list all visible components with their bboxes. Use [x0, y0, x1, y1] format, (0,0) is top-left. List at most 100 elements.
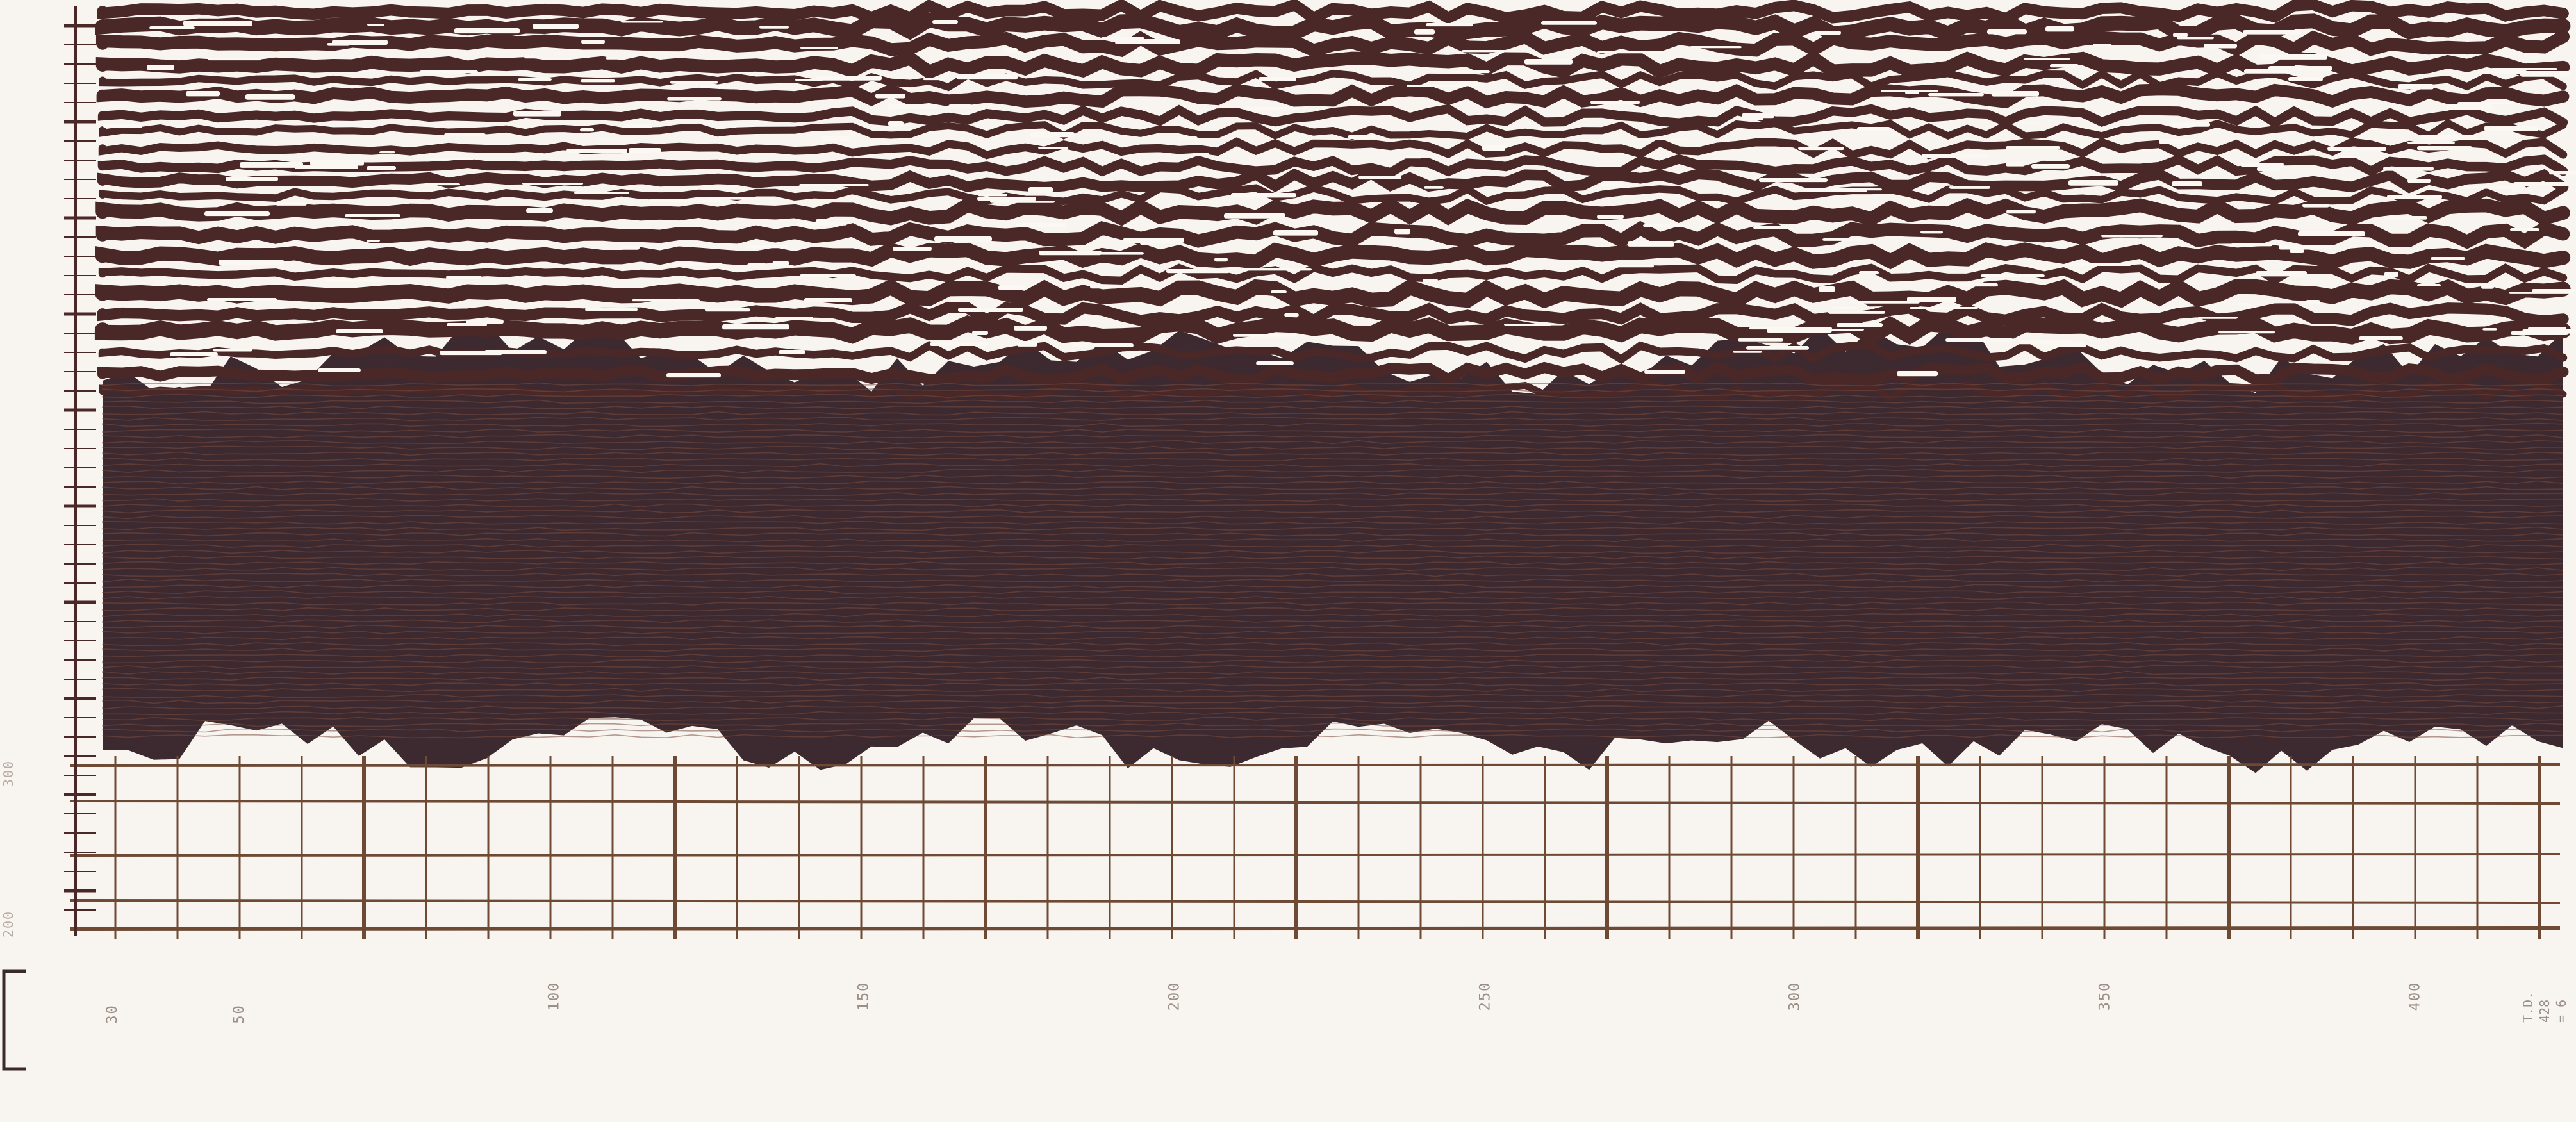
paper-gap [1414, 29, 1435, 35]
paper-gap [1004, 48, 1018, 53]
paper-gap [632, 299, 700, 302]
paper-gap [1628, 241, 1674, 247]
paper-gap [566, 149, 627, 153]
paper-gap [1462, 50, 1519, 53]
tick-label-50: 50 [231, 1004, 247, 1024]
paper-gap [2031, 164, 2070, 169]
paper-gap [799, 184, 869, 186]
reflector-trace [97, 0, 2569, 25]
paper-gap [1140, 240, 1153, 245]
paper-gap [666, 373, 721, 378]
band-trace [102, 538, 2564, 543]
paper-gap [957, 74, 1018, 80]
paper-gap [1426, 23, 1473, 27]
paper-gap [1394, 229, 1410, 235]
paper-gap [2341, 156, 2362, 158]
band-trace [102, 405, 2564, 410]
paper-gap [2204, 44, 2237, 49]
td-note-line-1: T.D. [2520, 991, 2536, 1023]
paper-gap [318, 368, 361, 372]
paper-gap [1193, 153, 1209, 156]
paper-gap [1101, 37, 1144, 40]
paper-gap [597, 138, 634, 141]
paper-gap [581, 40, 605, 44]
band-trace [102, 388, 2564, 393]
paper-gap [1407, 85, 1460, 87]
paper-gap [2511, 189, 2532, 192]
paper-gap [226, 177, 278, 181]
paper-gap [1837, 323, 1883, 327]
paper-gap [1987, 29, 2027, 35]
paper-gap [2279, 245, 2332, 250]
band-trace [102, 716, 2564, 722]
paper-gap [326, 279, 384, 282]
paper-gap [2173, 33, 2188, 37]
paper-gap [183, 21, 252, 26]
tick-label-150: 150 [855, 981, 872, 1011]
paper-gap [2256, 271, 2307, 277]
paper-gap [2522, 329, 2576, 334]
paper-gap [585, 308, 638, 311]
paper-gap [1601, 183, 1622, 186]
paper-gap [888, 104, 937, 109]
tick-label-30: 30 [104, 1004, 120, 1024]
band-trace [102, 480, 2564, 485]
paper-gap [2478, 70, 2527, 74]
paper-gap [526, 208, 553, 213]
paper-gap [2101, 235, 2163, 238]
paper-gap [1273, 230, 1318, 236]
band-trace [102, 399, 2564, 404]
band-trace [102, 440, 2564, 445]
band-trace [102, 590, 2564, 595]
paper-gap [1014, 326, 1047, 331]
paper-gap [2431, 257, 2465, 260]
band-trace [102, 549, 2564, 554]
band-trace [102, 630, 2564, 635]
paper-gap [670, 81, 718, 84]
paper-gap [1073, 343, 1134, 347]
paper-gap [1738, 338, 1783, 342]
band-trace [102, 618, 2564, 623]
paper-gap [2306, 300, 2320, 304]
paper-gap [1166, 269, 1230, 274]
paper-gap [700, 85, 730, 88]
paper-gap [948, 104, 972, 109]
paper-gap [1643, 224, 1685, 227]
paper-gap [1881, 90, 1938, 92]
paper-gap [1945, 338, 2013, 342]
paper-gap [1597, 215, 1624, 219]
paper-gap [2491, 68, 2557, 70]
paper-gap [2407, 142, 2455, 144]
paper-gap [581, 79, 615, 83]
reflector-trace [95, 51, 2570, 80]
paper-gap [219, 260, 284, 265]
paper-gap [2417, 284, 2441, 286]
paper-gap [1820, 188, 1882, 191]
paper-gap [1115, 39, 1180, 44]
paper-gap [1922, 154, 1988, 158]
band-trace [102, 722, 2564, 727]
band-trace [102, 526, 2564, 531]
band-trace [102, 509, 2564, 514]
paper-gap [1742, 113, 1774, 119]
paper-gap [1224, 213, 1285, 219]
paper-gap [1541, 21, 1597, 25]
paper-gap [533, 24, 579, 29]
paper-gap [2068, 180, 2118, 186]
paper-gap [779, 350, 805, 354]
band-trace [102, 624, 2564, 629]
paper-gap [1424, 186, 1444, 189]
paper-gap [2006, 161, 2025, 167]
paper-gap [2482, 328, 2497, 331]
paper-gap [2231, 243, 2272, 247]
band-trace [102, 497, 2563, 502]
paper-gap [1038, 147, 1068, 149]
timing-grid [64, 6, 2561, 939]
band-trace [102, 411, 2564, 416]
paper-gap [795, 79, 823, 81]
paper-gap [958, 308, 1023, 312]
band-trace [102, 457, 2564, 462]
band-trace [102, 705, 2564, 710]
paper-gap [245, 94, 295, 100]
td-note-line-2: 428 [2537, 999, 2552, 1023]
